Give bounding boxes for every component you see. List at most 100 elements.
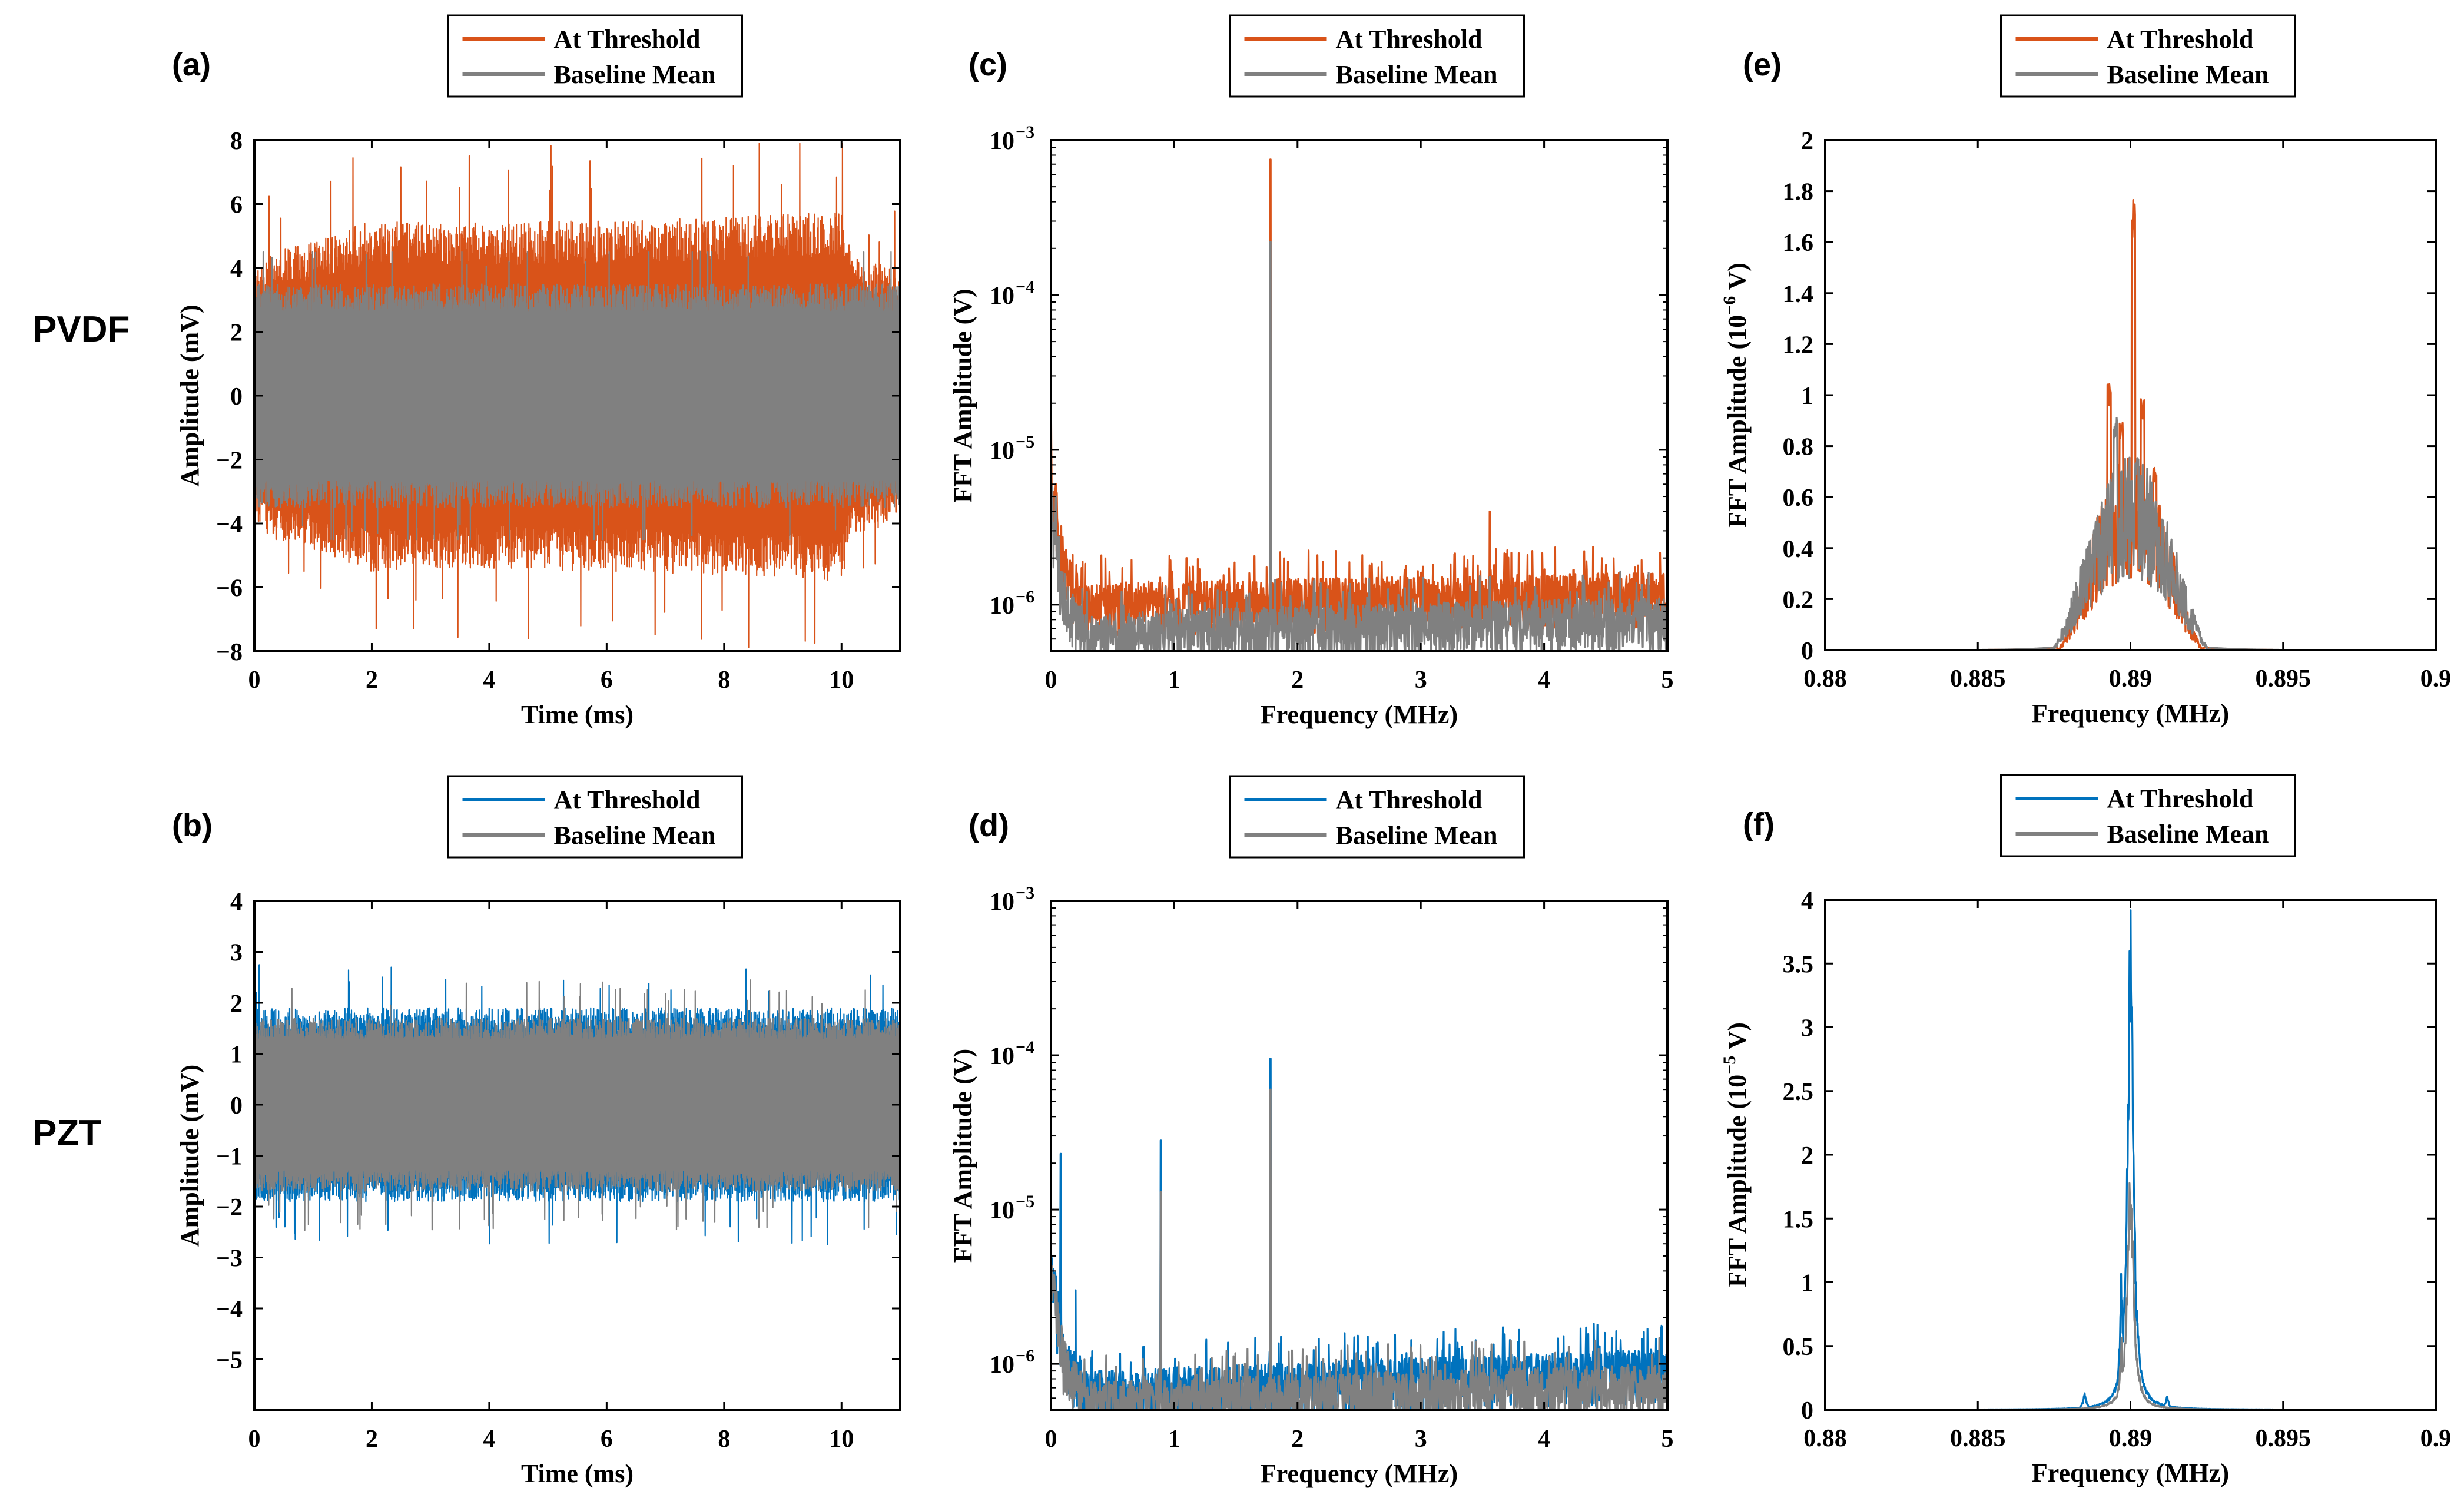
series-group bbox=[1051, 1058, 1667, 1410]
panel-b: 0 2 4 6 8 10 −5 −4 −3 −2 −1 0 1 2 3 4 Time (ms) Amplitude… bbox=[172, 775, 901, 1488]
x-tick-label: 0 bbox=[248, 667, 261, 694]
y-tick-label: 2 bbox=[230, 320, 243, 347]
axes-box bbox=[1050, 900, 1669, 1411]
x-axis-label: Frequency (MHz) bbox=[1261, 700, 1458, 729]
x-axis-label: Time (ms) bbox=[521, 700, 634, 729]
x-axis-label: Time (ms) bbox=[521, 1459, 634, 1488]
series-line-at-threshold bbox=[1051, 158, 1667, 639]
series-line-at-threshold bbox=[1825, 199, 2436, 650]
y-tick-label: 10 bbox=[990, 1043, 1014, 1070]
x-tick-label: 2 bbox=[1291, 667, 1304, 694]
y-tick-label: 10 bbox=[990, 128, 1014, 155]
legend-box bbox=[1229, 14, 1525, 98]
y-tick-label: 1.4 bbox=[1783, 281, 1814, 308]
legend-label: Baseline Mean bbox=[2107, 820, 2269, 849]
panel-a: 0 2 4 6 8 10 −8 −6 −4 −2 0 2 4 6 8 Time (ms) Amplitude (… bbox=[172, 14, 901, 729]
legend-box bbox=[447, 14, 743, 98]
panel-e: 0.88 0.885 0.89 0.895 0.9 0 0.2 0.4 0.6 0.8 1 1.2 1.… bbox=[1720, 14, 2452, 728]
y-tick-label: 10 bbox=[990, 1197, 1014, 1224]
y-axis-label: Amplitude (mV) bbox=[175, 304, 204, 486]
series-line-baseline-mean bbox=[1825, 1182, 2436, 1410]
y-tick-exponent: −5 bbox=[1016, 1192, 1034, 1211]
y-tick-label: 2 bbox=[1801, 1142, 1813, 1169]
y-tick-exponent: −4 bbox=[1016, 1038, 1034, 1057]
x-tick-label: 4 bbox=[1538, 667, 1550, 694]
legend: At Threshold Baseline Mean bbox=[2000, 774, 2296, 857]
y-tick-label: 1 bbox=[230, 1042, 243, 1069]
legend-label: At Threshold bbox=[2107, 784, 2254, 813]
legend: At Threshold Baseline Mean bbox=[1229, 775, 1525, 859]
legend-label: At Threshold bbox=[554, 786, 701, 814]
x-tick-label: 0 bbox=[1045, 667, 1057, 694]
y-tick-label: 8 bbox=[230, 128, 243, 155]
row-label-pzt: PZT bbox=[32, 1113, 101, 1154]
y-tick-label: 2 bbox=[230, 990, 243, 1018]
x-tick-label: 2 bbox=[1291, 1426, 1304, 1453]
y-tick-exponent: −3 bbox=[1016, 122, 1034, 142]
y-tick-exponent: −3 bbox=[1016, 883, 1034, 903]
y-tick-label: 0.8 bbox=[1783, 434, 1814, 461]
y-tick-label: 1.6 bbox=[1783, 230, 1814, 257]
series-line-baseline-mean bbox=[254, 979, 900, 1231]
y-tick-label: 4 bbox=[1801, 887, 1813, 914]
panel-f: 0.88 0.885 0.89 0.895 0.9 0 0.5 1 1.5 2 2.5 3 3.5 4 Fr… bbox=[1720, 774, 2451, 1487]
x-tick-label: 0 bbox=[1045, 1426, 1057, 1453]
y-axis-label: FFT Amplitude (10−6 V) bbox=[1720, 263, 1752, 528]
y-tick-label: 0 bbox=[1801, 1397, 1813, 1424]
x-tick-label: 10 bbox=[829, 1426, 854, 1453]
x-tick-label: 5 bbox=[1662, 667, 1674, 694]
y-tick-label: 0 bbox=[230, 383, 243, 410]
legend-box bbox=[1229, 775, 1525, 859]
x-tick-label: 3 bbox=[1415, 1426, 1427, 1453]
legend-label: Baseline Mean bbox=[1336, 821, 1498, 850]
series-line-baseline-mean bbox=[1051, 241, 1667, 651]
panel-label: (f) bbox=[1743, 807, 1775, 842]
series-group bbox=[254, 143, 900, 648]
x-tick-label: 3 bbox=[1415, 667, 1427, 694]
y-tick-exponent: −6 bbox=[1016, 1346, 1034, 1366]
x-tick-label: 0.895 bbox=[2256, 665, 2312, 692]
legend-label: At Threshold bbox=[2107, 25, 2254, 54]
x-tick-label: 4 bbox=[483, 1426, 495, 1453]
y-tick-label: 0.5 bbox=[1783, 1334, 1814, 1361]
x-tick-label: 4 bbox=[483, 667, 495, 694]
legend-label: Baseline Mean bbox=[554, 821, 716, 850]
y-tick-label: 10 bbox=[990, 1351, 1014, 1379]
series-group bbox=[254, 964, 900, 1245]
panel-label: (b) bbox=[172, 808, 213, 843]
x-tick-label: 6 bbox=[601, 667, 613, 694]
y-tick-label: 10 bbox=[990, 283, 1014, 310]
x-axis-label: Frequency (MHz) bbox=[1261, 1459, 1458, 1488]
y-tick-label: 3 bbox=[1801, 1015, 1813, 1042]
x-tick-label: 0.89 bbox=[2109, 1425, 2153, 1452]
y-tick-label: 10 bbox=[990, 438, 1014, 465]
y-tick-exponent: −6 bbox=[1016, 587, 1034, 607]
y-axis-label: Amplitude (mV) bbox=[175, 1065, 204, 1247]
x-tick-label: 0.88 bbox=[1803, 665, 1847, 692]
y-tick-label: −3 bbox=[216, 1245, 243, 1273]
y-tick-label: 0 bbox=[1801, 638, 1813, 665]
legend-label: Baseline Mean bbox=[2107, 60, 2269, 89]
legend: At Threshold Baseline Mean bbox=[447, 14, 743, 98]
y-tick-label: 10 bbox=[990, 592, 1014, 619]
y-axis-label: FFT Amplitude (V) bbox=[949, 1049, 977, 1263]
x-tick-label: 8 bbox=[718, 1426, 730, 1453]
x-tick-label: 6 bbox=[601, 1426, 613, 1453]
x-tick-label: 10 bbox=[829, 667, 854, 694]
legend-box bbox=[2000, 774, 2296, 857]
y-tick-label: 0.4 bbox=[1783, 536, 1814, 563]
y-tick-label: 4 bbox=[230, 256, 243, 283]
legend-box bbox=[2000, 14, 2296, 98]
y-tick-label: −2 bbox=[216, 1194, 243, 1221]
series-line-at-threshold bbox=[1825, 909, 2436, 1410]
x-tick-label: 0.9 bbox=[2420, 665, 2452, 692]
panel-label: (e) bbox=[1743, 47, 1782, 82]
y-tick-label: 1.2 bbox=[1783, 332, 1814, 359]
y-tick-label: 3 bbox=[230, 940, 243, 967]
x-tick-label: 1 bbox=[1168, 667, 1180, 694]
series-line-at-threshold bbox=[1051, 1058, 1667, 1410]
y-tick-label: 2 bbox=[1801, 128, 1813, 155]
y-tick-label: −1 bbox=[216, 1144, 243, 1171]
